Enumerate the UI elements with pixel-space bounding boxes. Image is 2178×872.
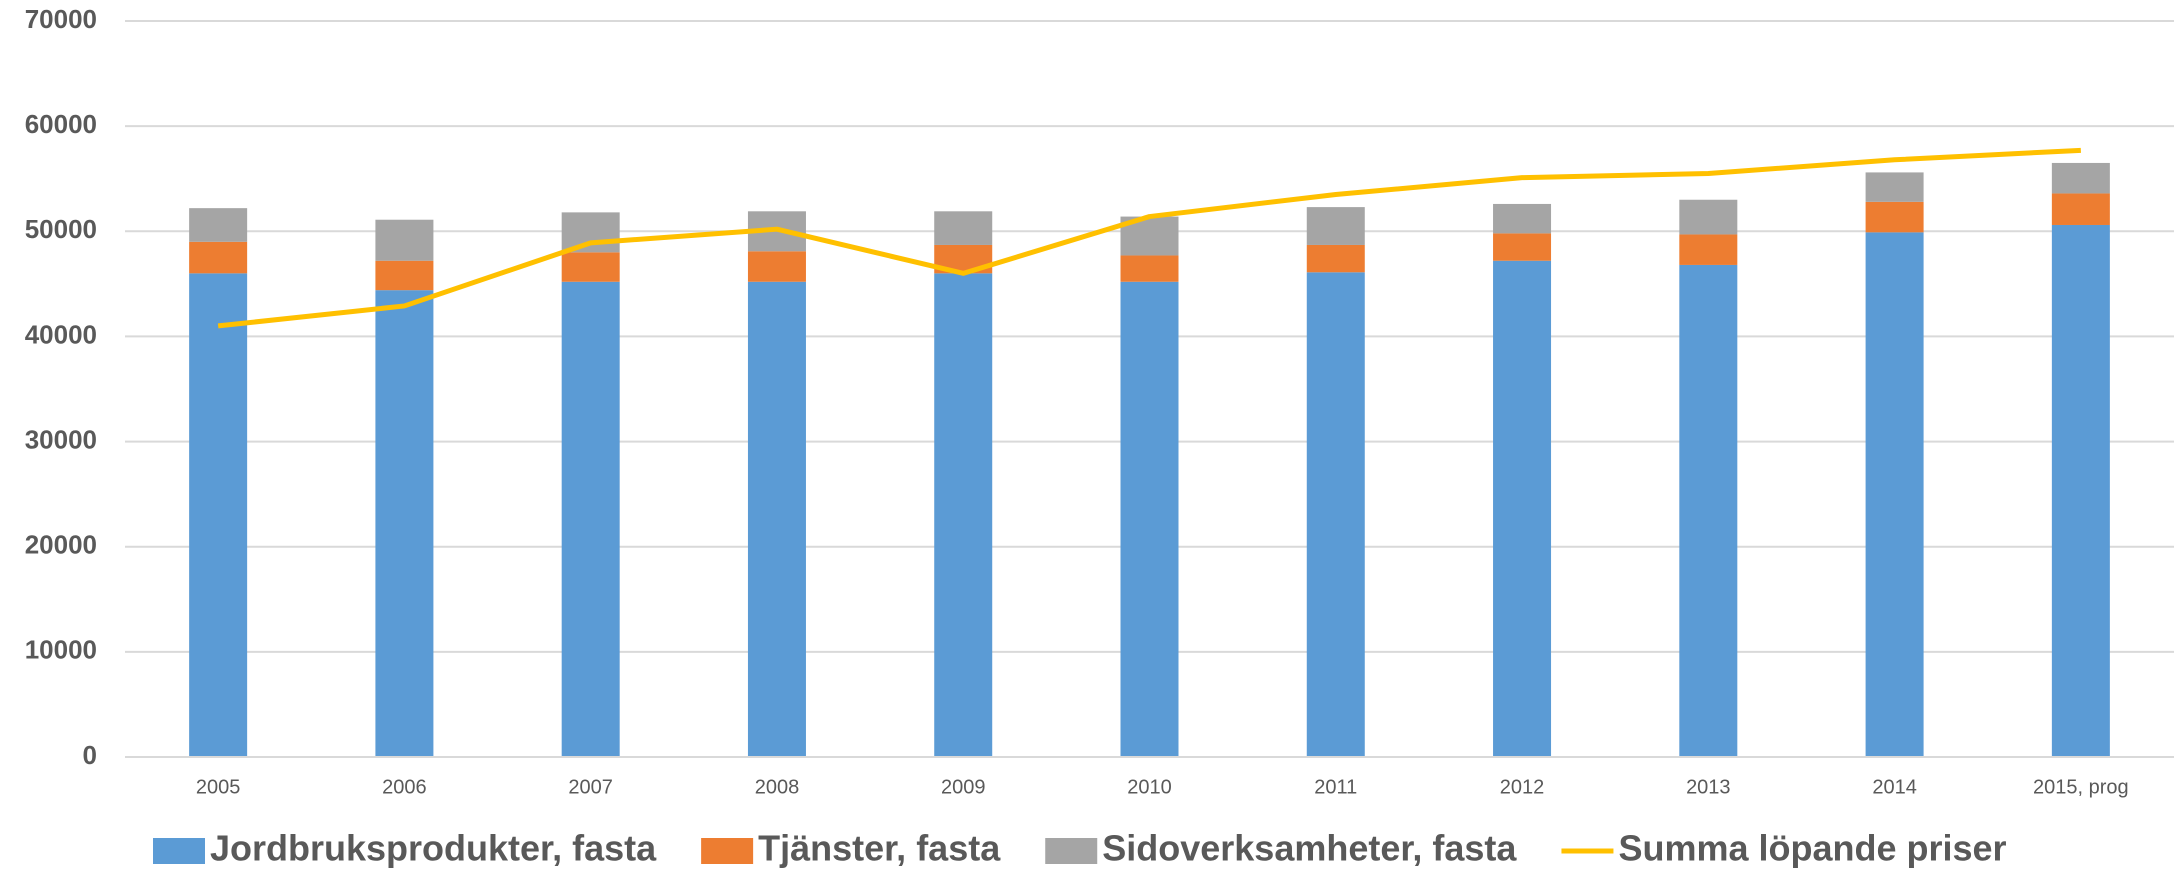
x-tick-label: 2006 — [382, 776, 427, 798]
bar-segment — [189, 273, 248, 757]
legend-swatch — [153, 838, 205, 864]
x-tick-label: 2011 — [1314, 776, 1357, 798]
legend-label: Sidoverksamheter, fasta — [1102, 828, 1517, 869]
y-tick-label: 30000 — [25, 424, 97, 454]
bar-segment — [1679, 264, 1738, 757]
bar-segment — [1306, 207, 1365, 245]
bar-segment — [1679, 234, 1738, 265]
bar-segment — [1306, 244, 1365, 273]
line-series — [217, 147, 2081, 329]
y-tick-label: 50000 — [25, 214, 97, 244]
y-tick-label: 20000 — [25, 530, 97, 560]
bar-segment — [1679, 199, 1738, 235]
x-tick-label: 2014 — [1872, 776, 1917, 798]
bar-segment — [375, 260, 434, 291]
bar-segment — [189, 241, 248, 274]
bar-segment — [1865, 172, 1924, 202]
bar-segment — [189, 208, 248, 242]
bar-segment — [1493, 203, 1552, 234]
x-tick-label: 2012 — [1500, 776, 1545, 798]
bar-segment — [1865, 232, 1924, 757]
bar-segment — [561, 252, 620, 282]
bar-segment — [1493, 260, 1552, 757]
bar-segment — [934, 273, 993, 757]
x-tick-label: 2015, prog — [2033, 776, 2129, 798]
x-tick-label: 2010 — [1127, 776, 1172, 798]
y-tick-label: 60000 — [25, 109, 97, 139]
legend-swatch — [1045, 838, 1098, 864]
y-tick-label: 0 — [83, 740, 97, 770]
x-tick-label: 2005 — [196, 776, 241, 798]
x-tick-label: 2013 — [1686, 776, 1731, 798]
bar-segment — [375, 219, 434, 261]
bar-segment — [934, 211, 993, 245]
y-tick-label: 70000 — [25, 4, 97, 34]
x-tick-label: 2009 — [941, 776, 986, 798]
bar-segment — [1306, 272, 1365, 757]
bar-segment — [1120, 255, 1179, 282]
legend-label: Summa löpande priser — [1618, 828, 2006, 869]
bar-segment — [2051, 224, 2110, 757]
bar-segment — [2051, 193, 2110, 225]
bar-segment — [747, 251, 806, 282]
bar-segment — [2051, 162, 2110, 194]
bar-segment — [561, 212, 620, 253]
bar-segment — [1493, 233, 1552, 261]
bar-segment — [1865, 201, 1924, 233]
x-tick-label: 2008 — [755, 776, 800, 798]
bar-segment — [375, 290, 434, 757]
bar-segment — [747, 281, 806, 757]
legend-label: Jordbruksprodukter, fasta — [210, 828, 657, 869]
x-tick-label: 2007 — [568, 776, 613, 798]
legend-swatch — [701, 838, 754, 864]
bar-segment — [1120, 281, 1179, 757]
legend-label: Tjänster, fasta — [758, 828, 1001, 869]
y-tick-label: 10000 — [25, 635, 97, 665]
bar-segment — [561, 281, 620, 757]
y-tick-label: 40000 — [25, 319, 97, 349]
